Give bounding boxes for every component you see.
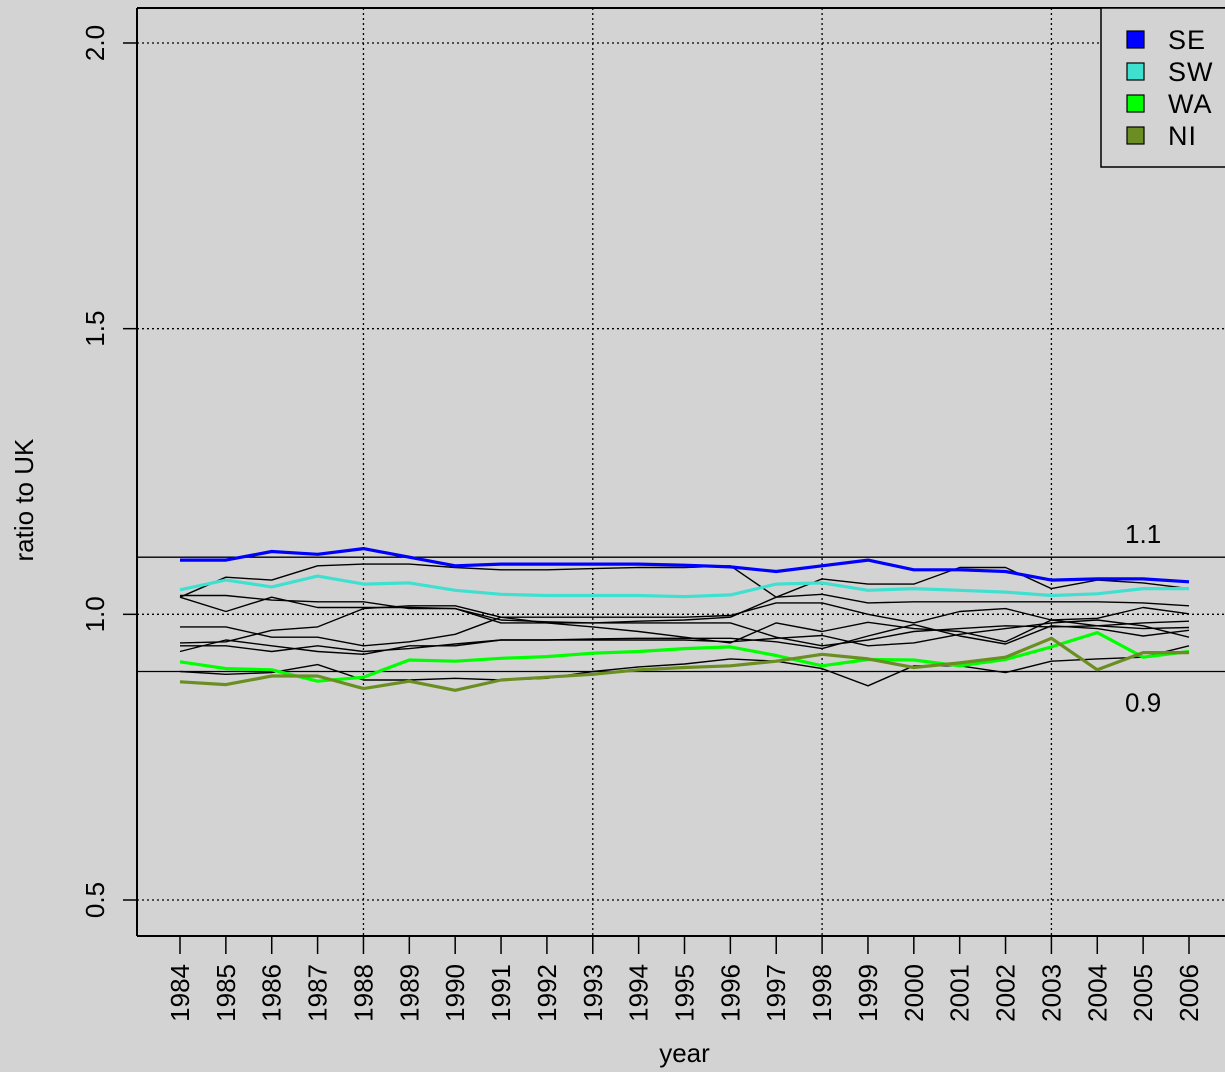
x-axis-title: year [659,1038,710,1068]
series-line-wa [179,630,1190,683]
x-tick-label: 2004 [1082,964,1112,1022]
x-tick-label: 1988 [348,964,378,1022]
x-tick-label: 1990 [440,964,470,1022]
y-axis-title: ratio to UK [9,438,39,561]
x-tick-label: 2003 [1036,964,1066,1022]
x-tick-label: 1995 [670,964,700,1022]
x-tick-label: 1986 [257,964,287,1022]
series-line-region [180,594,1190,644]
series-line-region [179,645,1190,687]
x-tick-label: 2002 [991,964,1021,1022]
x-tick-label: 2005 [1128,964,1158,1022]
x-tick-label: 1998 [807,964,837,1022]
series-line-sw [179,574,1189,599]
reference-lines: 1.1 0.9 [137,519,1225,717]
x-tick-label: 1999 [853,964,883,1022]
x-tick-label: 2000 [899,964,929,1022]
axes: 0.5 1.0 1.5 2.0 1984 1985 1986 1987 1988 1989 1990… [9,7,1225,1068]
series-line-se [180,546,1190,584]
grid [137,8,1225,936]
x-tick-label: 1991 [486,964,516,1022]
series-line-region [180,619,1190,653]
x-tick-label: 2006 [1174,964,1204,1022]
y-tick-label: 0.5 [80,882,110,918]
reference-line-label: 1.1 [1125,519,1161,549]
x-tick-label: 1987 [303,964,333,1022]
legend-swatch-ni [1126,126,1145,145]
x-tick-label: 1984 [165,964,195,1022]
x-tick-label: 1997 [761,964,791,1022]
legend-swatch-wa [1126,94,1145,113]
x-tick-label: 1994 [624,964,654,1022]
x-tick-label: 2001 [945,964,975,1022]
x-tick-label: 1989 [394,964,424,1022]
x-tick-label: 1996 [715,964,745,1022]
series-line-region [179,623,1190,655]
y-tick-label: 2.0 [80,25,110,61]
series-line-ni [179,636,1189,692]
y-tick-label: 1.0 [80,596,110,632]
y-tick-label: 1.5 [80,311,110,347]
series-line-region [179,593,1190,644]
legend-label-sw: SW [1168,57,1214,87]
legend-box [1100,7,1225,168]
legend-label-ni: NI [1168,121,1197,151]
legend-swatch-se [1126,30,1145,49]
series-line-region [179,563,1190,598]
x-tick-label: 1992 [532,964,562,1022]
legend-swatch-sw [1126,62,1145,81]
legend-label-se: SE [1168,25,1206,55]
legend-label-wa: WA [1168,89,1213,119]
x-tick-label: 1993 [578,964,608,1022]
reference-line-label: 0.9 [1125,687,1161,717]
series-line-region [180,602,1190,647]
series-lines [179,546,1190,692]
x-tick-label: 1985 [211,964,241,1022]
